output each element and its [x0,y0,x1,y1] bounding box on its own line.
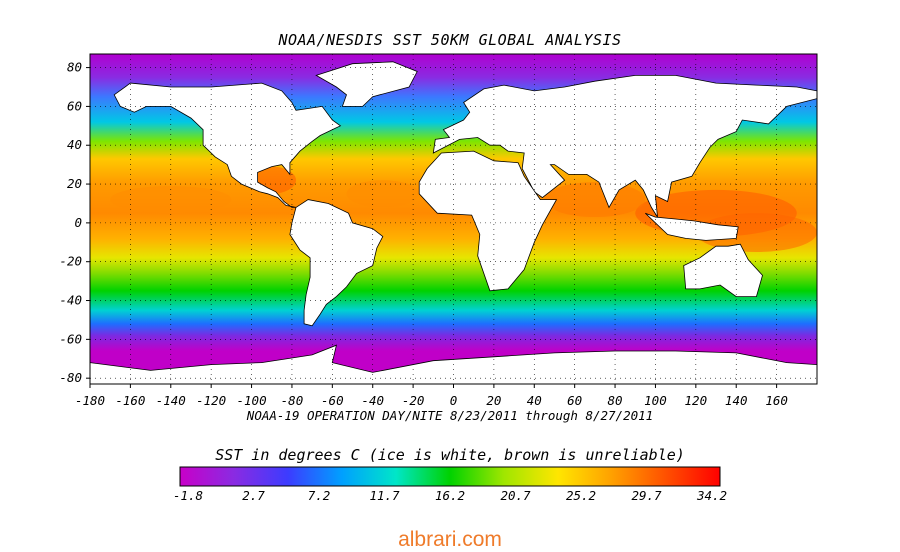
landmass-north-america [113,82,342,208]
warm-pool [695,213,817,252]
landmass-australia [683,243,763,298]
landmass-africa [418,150,558,292]
colorbar-tick-label: 29.7 [631,488,662,503]
colorbar-tick-labels: -1.8 2.7 7.2 11.7 16.2 20.7 25.2 29.7 34.2 [0,488,900,506]
lon-tick-label: -140 [156,393,186,408]
colorbar-gradient [179,466,721,487]
lon-tick-label: -40 [361,393,384,408]
lon-tick-label: 20 [486,393,501,408]
lon-tick-label: -180 [75,393,105,408]
landmass-greenland [315,61,418,107]
colorbar-title: SST in degrees C (ice is white, brown is… [215,446,685,464]
lat-tick-label: -40 [59,293,82,308]
warm-pool [346,180,420,208]
colorbar-tick-label: 20.7 [500,488,531,503]
map-subtitle: NOAA-19 OPERATION DAY/NITE 8/23/2011 thr… [246,408,654,423]
lat-tick-label: -20 [59,254,82,269]
lon-tick-label: -100 [237,393,267,408]
lon-tick-label: 100 [644,393,667,408]
colorbar-tick-label: 11.7 [369,488,400,503]
lat-tick-label: 60 [67,98,82,113]
lon-axis-labels: -180 -160 -140 -120 -100 -80 -60 -40 -20 0 20 40 60 8… [75,384,788,408]
lat-tick-label: -60 [59,331,82,346]
lon-tick-label: 0 [450,393,458,408]
lon-tick-label: 120 [685,393,708,408]
lon-tick-label: -60 [321,393,344,408]
map-title: NOAA/NESDIS SST 50KM GLOBAL ANALYSIS [278,31,622,49]
colorbar-tick-label: 7.2 [307,488,331,503]
lon-tick-label: -80 [281,393,304,408]
lat-tick-label: 40 [67,137,82,152]
lon-tick-label: 140 [725,393,748,408]
colorbar-tick-label: -1.8 [172,488,204,503]
lat-tick-label: 0 [74,215,82,230]
lon-tick-label: 60 [567,393,582,408]
watermark: albrari.com [398,528,502,551]
lat-tick-label: 20 [67,176,82,191]
grid-layer [90,54,817,384]
warm-pool-layer [110,166,817,252]
lon-tick-label: 160 [765,393,788,408]
lat-axis-labels: 80 60 40 20 0 -20 -40 -60 -80 [59,60,90,385]
colorbar-tick-label: 34.2 [696,488,728,503]
lon-tick-label: -160 [115,393,145,408]
lon-tick-label: -120 [196,393,226,408]
colorbar [179,466,721,487]
landmass-south-america [289,199,384,327]
warm-pool [544,182,646,218]
land-layer [90,61,817,384]
colorbar-tick-label: 25.2 [565,488,597,503]
colorbar-tick-label: 2.7 [242,488,265,503]
colorbar-tick-label: 16.2 [434,488,466,503]
lon-tick-label: 80 [608,393,623,408]
lon-tick-label: 40 [527,393,542,408]
lat-tick-label: 80 [67,60,82,75]
lat-tick-label: -80 [59,370,82,385]
lon-tick-label: -20 [402,393,425,408]
landmass-indonesia [645,212,739,241]
